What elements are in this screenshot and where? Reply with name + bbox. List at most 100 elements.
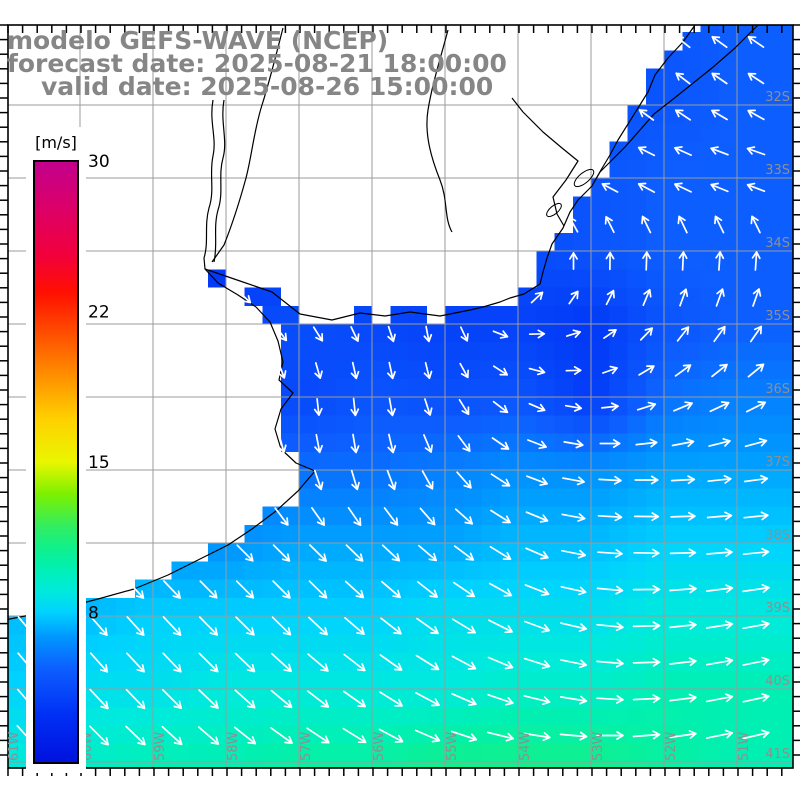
ocean-cell bbox=[755, 232, 774, 252]
ocean-cell bbox=[390, 342, 409, 361]
ocean-cell bbox=[572, 360, 592, 379]
ocean-cell bbox=[737, 159, 756, 179]
ocean-cell bbox=[408, 342, 427, 361]
ocean-cell bbox=[518, 616, 537, 635]
ocean-cell bbox=[189, 689, 208, 708]
ocean-cell bbox=[372, 561, 391, 580]
ocean-cell bbox=[445, 415, 464, 434]
ocean-cell bbox=[755, 214, 774, 233]
direction-arrow bbox=[314, 433, 323, 454]
ocean-cell bbox=[664, 342, 683, 361]
ocean-cell bbox=[426, 342, 446, 361]
ocean-cell bbox=[572, 433, 592, 452]
colorbar-tick-label: 15 bbox=[88, 453, 110, 473]
ocean-cell bbox=[408, 433, 427, 452]
ocean-cell bbox=[299, 707, 318, 726]
ocean-cell bbox=[572, 305, 592, 325]
ocean-cell bbox=[609, 561, 628, 580]
ocean-cell bbox=[299, 360, 318, 379]
ocean-cell bbox=[700, 251, 719, 270]
ocean-cell bbox=[335, 397, 354, 416]
ocean-cell bbox=[773, 32, 792, 51]
direction-arrow bbox=[350, 397, 360, 417]
ocean-cell bbox=[591, 251, 610, 270]
ocean-cell bbox=[499, 324, 519, 343]
ocean-cell bbox=[627, 196, 646, 215]
direction-arrow bbox=[675, 35, 691, 49]
ocean-cell bbox=[591, 378, 610, 398]
ocean-cell bbox=[390, 378, 409, 398]
ocean-cell bbox=[317, 634, 336, 653]
ocean-cell bbox=[518, 378, 537, 398]
ocean-cell bbox=[609, 196, 628, 215]
ocean-cell bbox=[189, 616, 208, 635]
ocean-cell bbox=[627, 214, 646, 233]
ocean-cell bbox=[755, 342, 774, 361]
ocean-cell bbox=[536, 579, 555, 598]
ocean-cell bbox=[664, 616, 683, 635]
ocean-cell bbox=[372, 506, 391, 525]
ocean-cell bbox=[390, 670, 409, 690]
ocean-cell bbox=[390, 725, 409, 744]
ocean-cell bbox=[609, 342, 628, 361]
ocean-cell bbox=[609, 689, 628, 708]
direction-arrow bbox=[674, 109, 692, 121]
lat-label: 33S bbox=[765, 163, 790, 178]
direction-arrow bbox=[642, 288, 652, 307]
ocean-cell bbox=[627, 433, 646, 452]
ocean-cell bbox=[755, 25, 774, 32]
ocean-cell bbox=[518, 524, 537, 544]
ocean-cell bbox=[627, 488, 646, 507]
direction-arrow bbox=[417, 544, 438, 562]
lon-label: 53W bbox=[591, 731, 606, 761]
ocean-cell bbox=[664, 68, 683, 87]
ocean-cell bbox=[718, 269, 738, 288]
ocean-cell bbox=[189, 707, 208, 726]
ocean-cell bbox=[426, 707, 446, 726]
direction-arrow bbox=[313, 398, 323, 416]
ocean-cell bbox=[280, 415, 300, 434]
direction-arrow bbox=[706, 548, 733, 557]
ocean-cell bbox=[353, 543, 373, 562]
ocean-cell bbox=[335, 506, 354, 525]
ocean-cell bbox=[773, 141, 792, 160]
ocean-cell bbox=[518, 488, 537, 507]
ocean-cell bbox=[645, 269, 665, 288]
ocean-cell bbox=[718, 123, 738, 142]
ocean-cell bbox=[353, 506, 373, 525]
direction-arrow bbox=[459, 362, 469, 379]
ocean-cell bbox=[591, 214, 610, 233]
ocean-cell bbox=[572, 670, 592, 690]
direction-arrow bbox=[199, 580, 218, 599]
ocean-cell bbox=[554, 561, 573, 580]
ocean-cell bbox=[664, 524, 683, 544]
ocean-cell bbox=[171, 597, 190, 617]
ocean-cell bbox=[682, 50, 701, 69]
ocean-cell bbox=[153, 597, 172, 617]
direction-arrow bbox=[527, 439, 547, 450]
ocean-cell bbox=[226, 707, 245, 726]
direction-arrow bbox=[605, 251, 615, 271]
ocean-cell bbox=[645, 670, 665, 690]
ocean-cell bbox=[499, 488, 519, 507]
ocean-cell bbox=[536, 269, 555, 288]
ocean-cell bbox=[499, 597, 519, 617]
ocean-cell bbox=[554, 634, 573, 653]
ocean-cell bbox=[755, 524, 774, 544]
direction-arrow bbox=[307, 653, 329, 672]
direction-arrow bbox=[747, 36, 765, 48]
ocean-cell bbox=[554, 287, 573, 306]
ocean-cell bbox=[262, 305, 281, 325]
direction-arrow bbox=[679, 288, 689, 307]
ocean-cell bbox=[682, 488, 701, 507]
ocean-cell bbox=[116, 670, 135, 690]
uruguay-river-line bbox=[203, 99, 215, 270]
ocean-cell bbox=[737, 68, 756, 87]
ocean-cell bbox=[390, 597, 409, 617]
ocean-cell bbox=[171, 743, 190, 763]
ocean-cell bbox=[773, 762, 792, 768]
ocean-cell bbox=[134, 634, 154, 653]
direction-arrow bbox=[742, 656, 770, 666]
direction-arrow bbox=[90, 616, 108, 636]
ocean-cell bbox=[335, 634, 354, 653]
